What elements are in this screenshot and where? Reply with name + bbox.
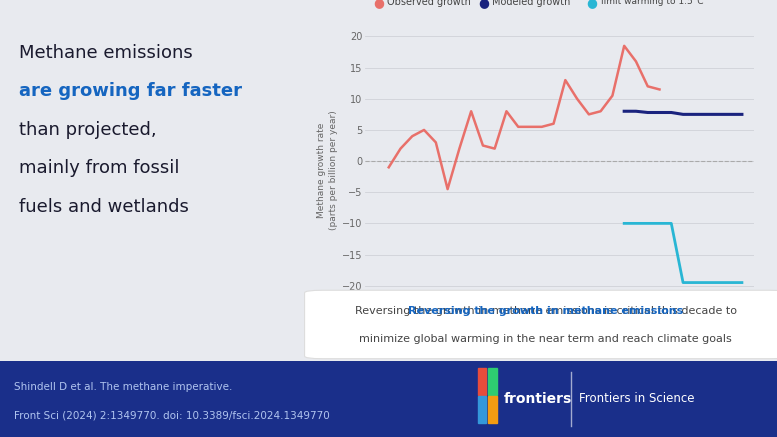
Text: Reversing the growth in methane emissions: Reversing the growth in methane emission… — [408, 305, 684, 316]
Text: ●: ● — [478, 0, 489, 9]
Bar — [478, 396, 486, 423]
Text: ●: ● — [587, 0, 598, 9]
Text: Shindell D et al. The methane imperative.: Shindell D et al. The methane imperative… — [14, 382, 232, 392]
Text: fuels and wetlands: fuels and wetlands — [19, 198, 190, 215]
Bar — [488, 396, 497, 423]
Bar — [478, 368, 486, 395]
Text: Reversing the growth in methane emissions is critical this decade to: Reversing the growth in methane emission… — [355, 305, 737, 316]
Text: Modeled growth: Modeled growth — [492, 0, 570, 7]
Text: minimize global warming in the near term and reach climate goals: minimize global warming in the near term… — [360, 334, 732, 344]
Text: frontiers: frontiers — [503, 392, 572, 406]
Text: than projected,: than projected, — [19, 121, 157, 139]
FancyBboxPatch shape — [305, 290, 777, 359]
Text: Reduction needed to
limit warming to 1.5°C: Reduction needed to limit warming to 1.5… — [601, 0, 703, 6]
Text: Frontiers in Science: Frontiers in Science — [579, 392, 695, 405]
Text: ●: ● — [373, 0, 384, 9]
Text: Methane emissions: Methane emissions — [19, 44, 193, 62]
Bar — [488, 368, 497, 395]
Text: Observed growth: Observed growth — [387, 0, 471, 7]
Text: are growing far faster: are growing far faster — [19, 82, 242, 100]
Y-axis label: Methane growth rate
(parts per billion per year): Methane growth rate (parts per billion p… — [317, 111, 338, 230]
Text: mainly from fossil: mainly from fossil — [19, 159, 180, 177]
Text: Front Sci (2024) 2:1349770. doi: 10.3389/fsci.2024.1349770: Front Sci (2024) 2:1349770. doi: 10.3389… — [14, 411, 329, 420]
